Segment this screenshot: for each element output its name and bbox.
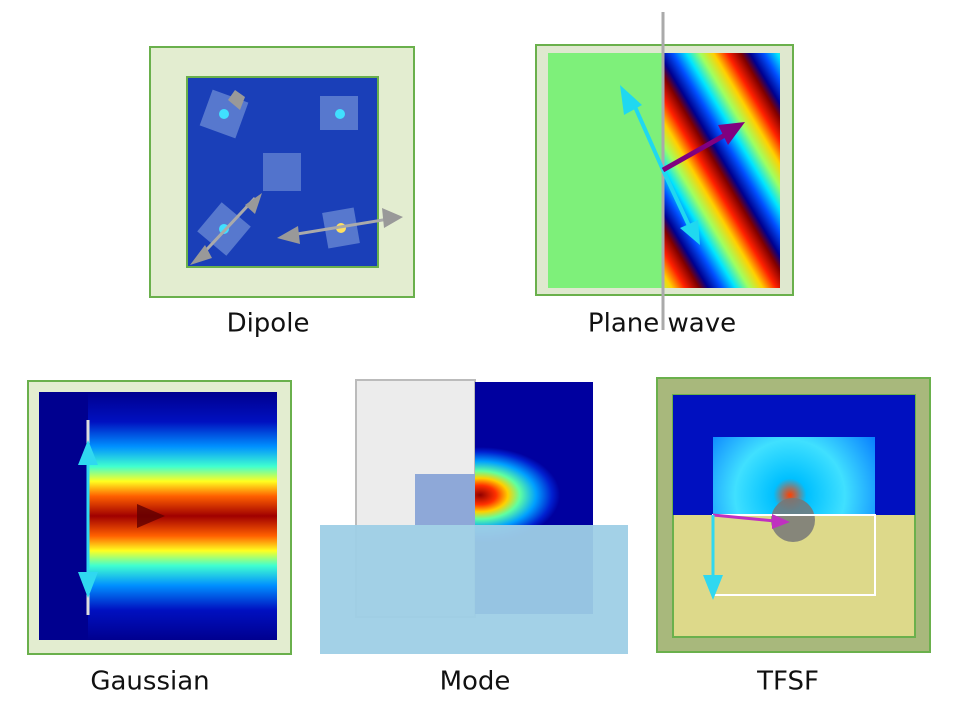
- gaussian-panel: [27, 380, 292, 655]
- mode-panel: [320, 379, 628, 654]
- panel-label: Plane wave: [588, 309, 736, 339]
- panel-label: TFSF: [756, 667, 819, 697]
- plane-wave-panel: [535, 12, 794, 330]
- dipole-panel: [149, 46, 415, 298]
- panel-label: Gaussian: [90, 667, 209, 697]
- tfsf-panel: [656, 377, 931, 653]
- panel-label: Dipole: [227, 309, 310, 339]
- panel-label: Mode: [440, 667, 511, 697]
